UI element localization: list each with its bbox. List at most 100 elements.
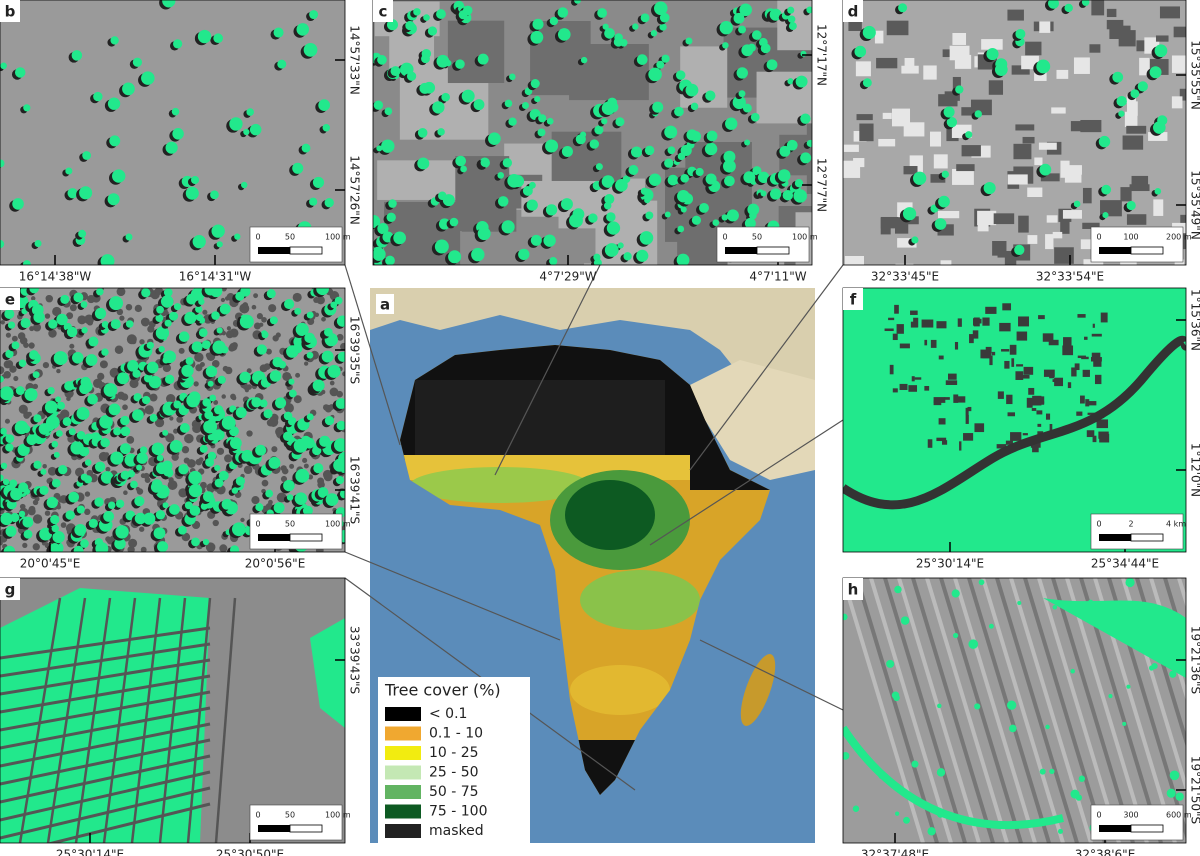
- tree-crown: [893, 694, 900, 702]
- building: [1082, 187, 1092, 204]
- building: [1011, 65, 1030, 75]
- clearing: [911, 376, 915, 382]
- shrub: [243, 465, 253, 475]
- tree-crown: [545, 204, 558, 216]
- tree-crown: [937, 703, 942, 709]
- shrub: [246, 384, 252, 390]
- shrub: [139, 526, 145, 532]
- building: [1065, 165, 1082, 175]
- tree-crown: [1148, 665, 1155, 671]
- shrub: [303, 463, 309, 469]
- tree-crown: [749, 211, 757, 220]
- tree-crown: [927, 827, 936, 836]
- tree-crown: [335, 476, 345, 485]
- aerial-image: [843, 288, 1186, 552]
- tree-crown: [743, 171, 756, 184]
- tree-crown: [664, 125, 678, 139]
- tree-crown: [95, 542, 109, 552]
- tree-crown: [750, 112, 760, 122]
- tree-crown: [51, 478, 61, 488]
- tree-crown: [70, 441, 84, 455]
- shrub: [116, 308, 124, 316]
- scale-box: [1090, 226, 1184, 263]
- scale-label: 200 m: [1166, 233, 1192, 242]
- tree-crown: [946, 117, 958, 128]
- tree-crown: [645, 211, 654, 220]
- building: [952, 76, 961, 93]
- tree-crown: [192, 235, 206, 249]
- tree-crown: [292, 162, 304, 174]
- tree-crown: [1126, 200, 1136, 211]
- image-background: [843, 288, 1186, 552]
- tree-crown: [742, 103, 752, 113]
- tree-crown: [231, 487, 239, 494]
- tree-crown: [335, 398, 345, 409]
- scale-label: 50: [285, 233, 295, 242]
- field: [447, 20, 505, 84]
- tree-crown: [549, 16, 559, 26]
- shrub: [47, 466, 57, 476]
- tree-crown: [480, 158, 490, 167]
- tree-crown: [968, 639, 979, 649]
- building: [1015, 124, 1035, 131]
- tree-crown: [381, 139, 395, 153]
- building: [1054, 247, 1074, 264]
- tree-crown: [594, 125, 604, 135]
- tree-crown: [1101, 184, 1112, 195]
- clearing: [1001, 349, 1010, 352]
- tree-crown: [94, 497, 104, 507]
- tree-crown: [76, 505, 85, 514]
- tree-crown: [695, 167, 704, 177]
- clearing: [938, 355, 944, 360]
- building: [1062, 210, 1082, 219]
- legend-label: 75 - 100: [429, 804, 488, 820]
- building: [1148, 132, 1168, 141]
- tree-crown: [143, 512, 156, 525]
- tree-crown: [502, 158, 513, 168]
- clearing: [1076, 411, 1083, 416]
- building: [1007, 9, 1024, 21]
- tree-crown: [60, 294, 70, 304]
- image-panel: b 16°14'38"W 16°14'31"W 14°57'33"N 14°57'26"…: [0, 0, 362, 284]
- tree-crown: [201, 340, 211, 350]
- clearing: [982, 317, 990, 326]
- building: [1025, 41, 1042, 56]
- tree-crown: [699, 202, 709, 213]
- shrub: [184, 433, 194, 444]
- tree-crown: [538, 114, 547, 123]
- scale-bar: [1130, 533, 1164, 542]
- building: [897, 238, 917, 248]
- letter-box: [0, 288, 20, 310]
- building: [1131, 175, 1149, 186]
- shrub: [176, 416, 183, 423]
- river: [843, 335, 1186, 510]
- tree-crown: [146, 361, 159, 374]
- tree-crown: [373, 215, 381, 228]
- scale-bar: [258, 247, 290, 254]
- tree-crown: [79, 186, 93, 200]
- tree-crown: [157, 541, 169, 552]
- clearing: [989, 355, 993, 366]
- clearing: [1042, 333, 1054, 342]
- building: [1106, 19, 1124, 30]
- scale-label: 100 m: [325, 811, 351, 820]
- building: [859, 123, 874, 142]
- tree-crown: [632, 23, 639, 30]
- tree-crown: [994, 63, 1008, 77]
- road: [0, 706, 211, 750]
- tree-crown: [273, 27, 284, 38]
- clearing: [1085, 399, 1090, 407]
- tree-crown: [738, 90, 746, 98]
- tree-crown: [460, 165, 467, 173]
- x-coordinate: 32°38'6"E: [1075, 848, 1136, 856]
- shrub: [192, 424, 202, 434]
- shrub: [224, 454, 233, 463]
- legend-swatch: [385, 765, 421, 780]
- shrub: [271, 446, 278, 453]
- tree-crown: [766, 59, 778, 71]
- clearing: [1086, 430, 1095, 438]
- tree-crown: [198, 328, 208, 338]
- shrub: [221, 330, 227, 336]
- tree-crown: [628, 164, 639, 176]
- tree-crown: [181, 364, 194, 377]
